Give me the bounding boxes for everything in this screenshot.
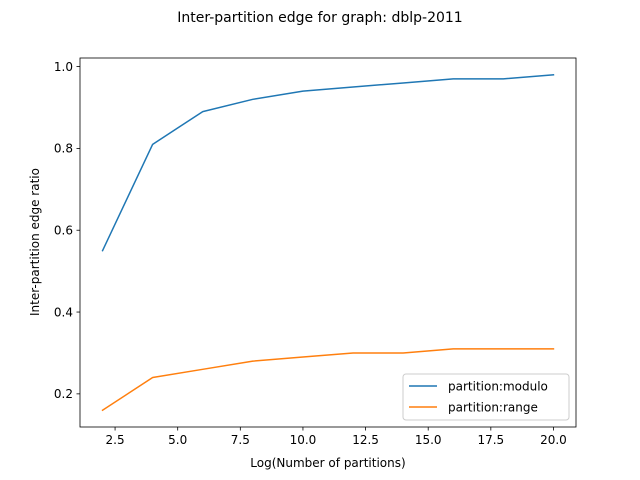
x-tick-label: 20.0 — [540, 433, 567, 447]
x-tick-label: 12.5 — [352, 433, 379, 447]
plot-area: 2.5 5.0 7.5 10.0 12.5 15.0 17.5 20.0 0.2 0.4 0.6 0.… — [54, 57, 577, 447]
legend: partition:modulo partition:range — [402, 373, 570, 421]
y-tick-label: 1.0 — [54, 60, 73, 74]
y-tick-label: 0.8 — [54, 142, 73, 156]
axes-frame — [79, 57, 577, 428]
series-line-0 — [101, 73, 555, 252]
x-tick-label: 17.5 — [477, 433, 504, 447]
x-tick-label: 10.0 — [290, 433, 317, 447]
series-line-1 — [101, 348, 555, 412]
x-axis-label: Log(Number of partitions) — [250, 456, 405, 470]
x-tick-label: 15.0 — [415, 433, 442, 447]
y-tick-label: 0.4 — [54, 305, 73, 319]
legend-box — [402, 373, 570, 421]
y-tick-label: 0.6 — [54, 224, 73, 238]
chart-title: Inter-partition edge for graph: dblp-201… — [177, 10, 462, 26]
y-tick-label: 0.2 — [54, 387, 73, 401]
y-axis-label: Inter-partition edge ratio — [28, 168, 42, 316]
x-tick-label: 2.5 — [106, 433, 125, 447]
x-tick-label: 5.0 — [168, 433, 187, 447]
legend-label-1: partition:range — [448, 400, 538, 414]
x-tick-label: 7.5 — [231, 433, 250, 447]
legend-label-0: partition:modulo — [448, 379, 548, 393]
